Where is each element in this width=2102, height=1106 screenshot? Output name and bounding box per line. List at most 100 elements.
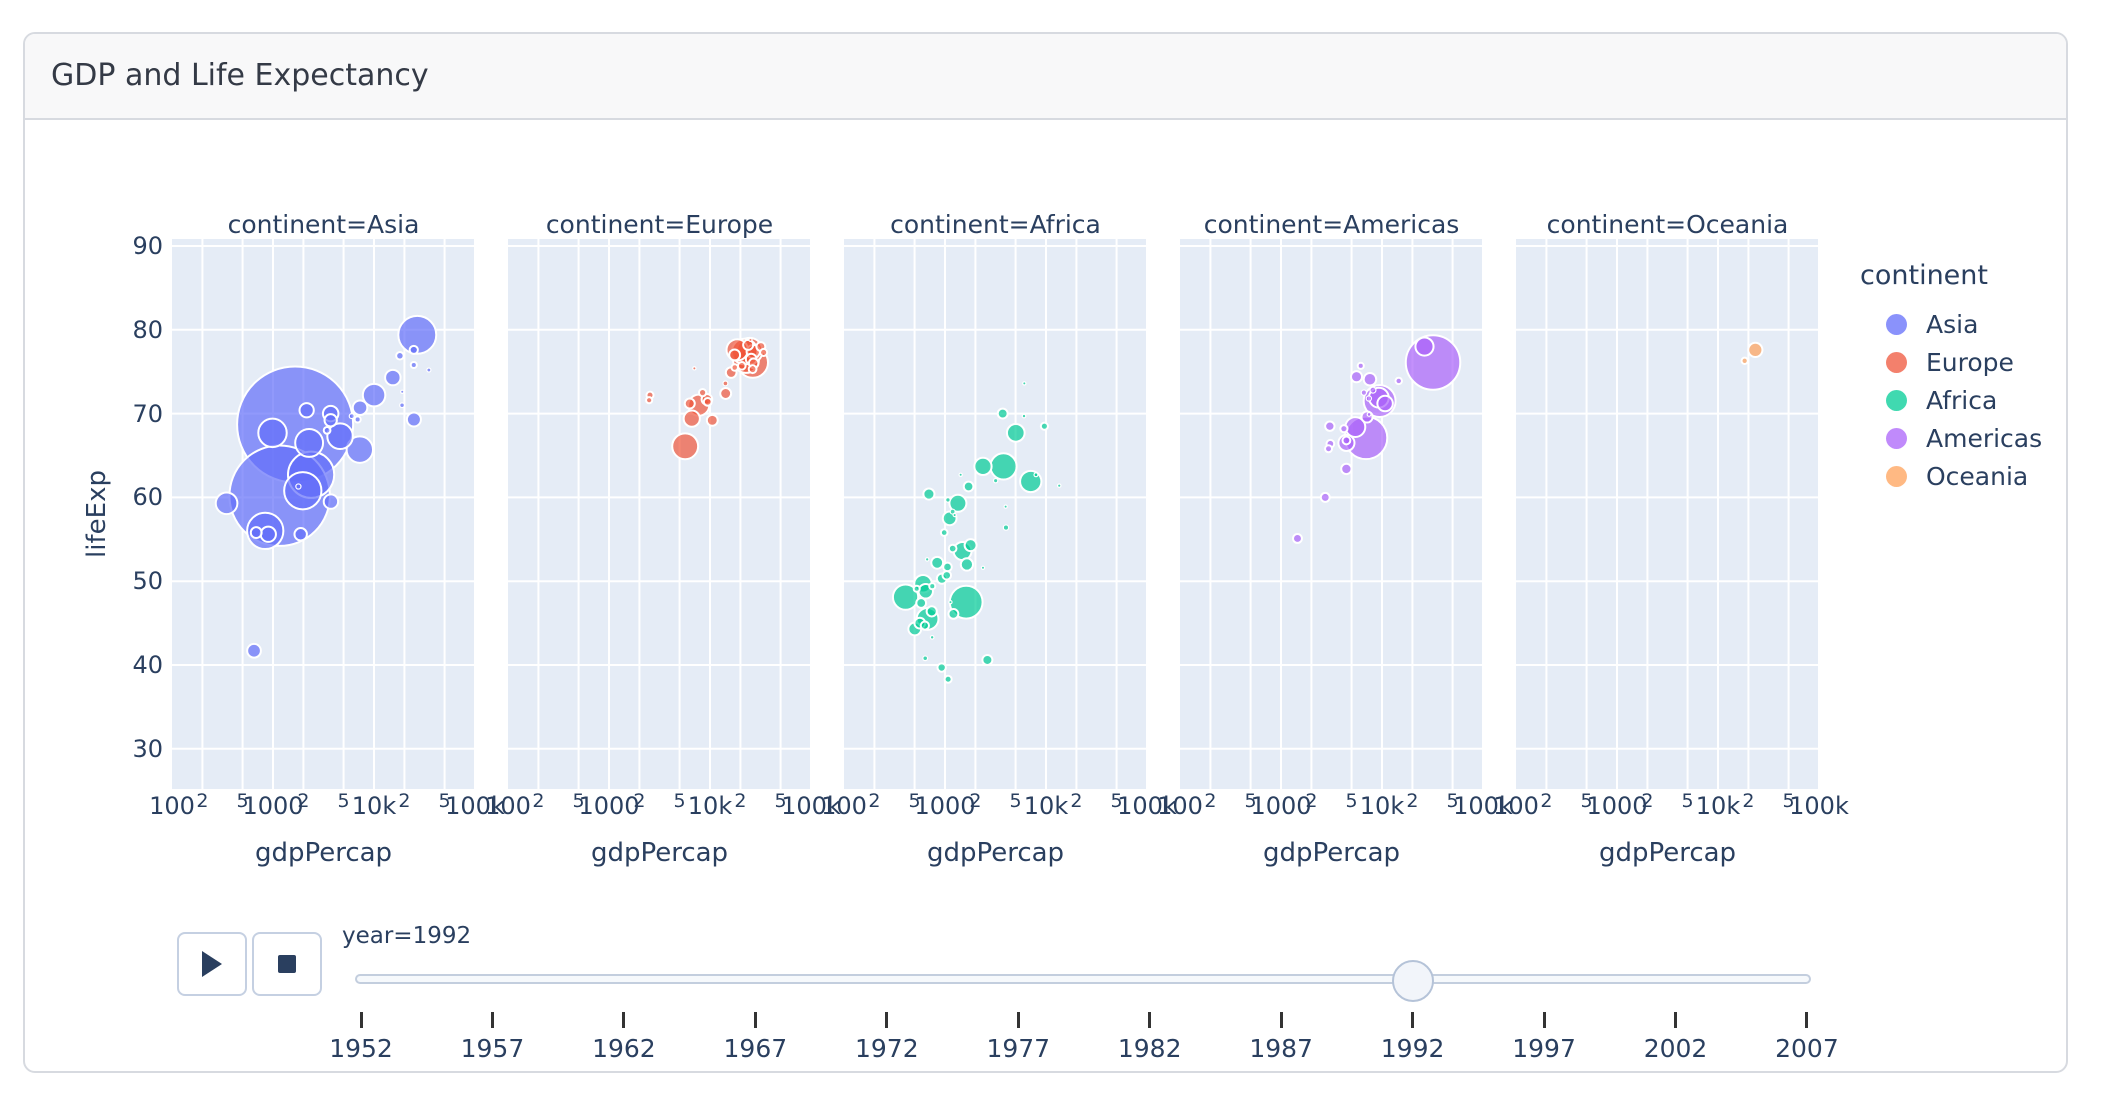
bubble-bolivia[interactable] bbox=[1319, 491, 1331, 503]
bubble-sweden[interactable] bbox=[742, 338, 755, 351]
bubble-taiwan[interactable] bbox=[384, 368, 402, 387]
bubble-nepal[interactable] bbox=[259, 525, 277, 543]
bubble-haiti[interactable] bbox=[1292, 532, 1303, 544]
bubble-myanmar[interactable] bbox=[214, 491, 239, 516]
legend-item-africa[interactable]: Africa bbox=[1860, 381, 2042, 419]
bubble-el-salvador[interactable] bbox=[1341, 435, 1352, 446]
legend-item-europe[interactable]: Europe bbox=[1860, 343, 2042, 381]
bubble-chad[interactable] bbox=[942, 561, 953, 573]
bubble-madagascar[interactable] bbox=[930, 555, 945, 570]
legend-item-asia[interactable]: Asia bbox=[1860, 305, 2042, 343]
stop-button[interactable] bbox=[252, 932, 322, 996]
bubble-senegal[interactable] bbox=[962, 480, 975, 493]
bubble-cuba[interactable] bbox=[1349, 370, 1364, 384]
bubble-mauritania[interactable] bbox=[949, 508, 956, 515]
bubble-montenegro[interactable] bbox=[692, 366, 697, 371]
bubble-slovak-republic[interactable] bbox=[702, 396, 713, 407]
bubble-turkey[interactable] bbox=[671, 432, 700, 461]
bubble-djibouti[interactable] bbox=[980, 565, 986, 570]
bubble-sao-tome-and-principe[interactable] bbox=[958, 472, 963, 477]
bubble-zimbabwe[interactable] bbox=[922, 487, 936, 501]
bubble-denmark[interactable] bbox=[747, 364, 758, 375]
bubble-botswana[interactable] bbox=[1033, 472, 1039, 478]
bubble-finland[interactable] bbox=[736, 361, 747, 371]
bubble-tunisia[interactable] bbox=[996, 407, 1009, 420]
bubble-mauritius[interactable] bbox=[1021, 413, 1027, 419]
bubble-guatemala[interactable] bbox=[1340, 462, 1353, 476]
bubble-iraq[interactable] bbox=[322, 493, 340, 510]
bubble-somalia[interactable] bbox=[936, 662, 947, 673]
bubble-jamaica[interactable] bbox=[1365, 395, 1373, 402]
bubble-thailand[interactable] bbox=[326, 422, 354, 451]
bubble-new-zealand[interactable] bbox=[1740, 356, 1749, 365]
bubble-oman[interactable] bbox=[399, 402, 405, 409]
bubble-libya[interactable] bbox=[1039, 421, 1049, 431]
bubble-yemen-rep[interactable] bbox=[293, 527, 308, 542]
legend-item-oceania[interactable]: Oceania bbox=[1860, 457, 2042, 495]
bubble-singapore[interactable] bbox=[409, 360, 418, 370]
bubble-mongolia[interactable] bbox=[295, 483, 302, 490]
bubble-cameroon[interactable] bbox=[963, 538, 978, 553]
bubble-angola[interactable] bbox=[981, 653, 994, 666]
bubble-central-african-republic[interactable] bbox=[928, 582, 937, 591]
bubble-canada[interactable] bbox=[1414, 336, 1435, 357]
bubble-niger[interactable] bbox=[915, 597, 928, 609]
bubble-liberia[interactable] bbox=[922, 655, 929, 662]
bubble-vietnam[interactable] bbox=[257, 417, 288, 449]
bubble-hungary[interactable] bbox=[705, 413, 719, 427]
bubble-trinidad-and-tobago[interactable] bbox=[1366, 411, 1372, 417]
bubble-ireland[interactable] bbox=[730, 363, 739, 372]
bubble-sri-lanka[interactable] bbox=[298, 402, 315, 419]
bubble-slovenia[interactable] bbox=[722, 380, 729, 387]
bubble-morocco[interactable] bbox=[973, 456, 993, 477]
slider-track[interactable] bbox=[355, 974, 1811, 984]
bubble-greece[interactable] bbox=[728, 348, 742, 362]
bubble-cambodia[interactable] bbox=[249, 526, 263, 540]
bubble-costa-rica[interactable] bbox=[1356, 361, 1365, 370]
bubble-paraguay[interactable] bbox=[1339, 424, 1349, 434]
bubble-norway[interactable] bbox=[759, 347, 769, 357]
bubble-swaziland[interactable] bbox=[1003, 504, 1008, 509]
bubble-puerto-rico[interactable] bbox=[1394, 376, 1403, 386]
bubble-albania[interactable] bbox=[645, 396, 654, 405]
bubble-croatia[interactable] bbox=[697, 388, 708, 398]
bubble-syria[interactable] bbox=[323, 413, 338, 428]
bubble-congo-rep[interactable] bbox=[1002, 524, 1010, 531]
bubble-bahrain[interactable] bbox=[400, 389, 405, 395]
bubble-lesotho[interactable] bbox=[945, 497, 951, 503]
bubble-guinea[interactable] bbox=[941, 570, 953, 581]
bubble-romania[interactable] bbox=[682, 409, 701, 428]
bubble-bulgaria[interactable] bbox=[683, 397, 696, 410]
bubble-gabon[interactable] bbox=[1056, 483, 1062, 488]
bubble-korea-rep[interactable] bbox=[361, 382, 387, 408]
bubble-benin[interactable] bbox=[947, 543, 958, 554]
bubble-sierra-leone[interactable] bbox=[943, 674, 953, 684]
bubble-eritrea[interactable] bbox=[912, 584, 921, 593]
bubble-israel[interactable] bbox=[395, 351, 405, 361]
bubble-panama[interactable] bbox=[1360, 389, 1368, 396]
bubble-japan[interactable] bbox=[397, 314, 438, 355]
bubble-uruguay[interactable] bbox=[1369, 386, 1377, 394]
bubble-chile[interactable] bbox=[1362, 371, 1378, 387]
bubble-lebanon[interactable] bbox=[353, 415, 362, 424]
bubble-kuwait[interactable] bbox=[426, 367, 432, 373]
bubble-guinea-bissau[interactable] bbox=[929, 634, 935, 640]
bubble-ethiopia[interactable] bbox=[891, 583, 920, 611]
slider-handle[interactable] bbox=[1391, 960, 1434, 1002]
bubble-philippines[interactable] bbox=[294, 427, 325, 458]
bubble-nicaragua[interactable] bbox=[1324, 444, 1334, 454]
bubble-togo[interactable] bbox=[939, 528, 949, 537]
bubble-mali[interactable] bbox=[925, 605, 938, 618]
bubble-comoros[interactable] bbox=[952, 512, 957, 518]
bubble-pakistan[interactable] bbox=[283, 471, 323, 511]
bubble-cote-d-ivoire[interactable] bbox=[959, 557, 975, 572]
bubble-west-bank-and-gaza[interactable] bbox=[348, 413, 355, 420]
bubble-egypt[interactable] bbox=[989, 452, 1018, 481]
bubble-zambia[interactable] bbox=[947, 607, 960, 620]
bubble-venezuela[interactable] bbox=[1376, 394, 1394, 413]
bubble-jordan[interactable] bbox=[322, 426, 332, 435]
bubble-iran[interactable] bbox=[345, 435, 375, 464]
bubble-kenya[interactable] bbox=[948, 493, 968, 513]
bubble-algeria[interactable] bbox=[1005, 423, 1026, 443]
bubble-iceland[interactable] bbox=[748, 337, 753, 343]
